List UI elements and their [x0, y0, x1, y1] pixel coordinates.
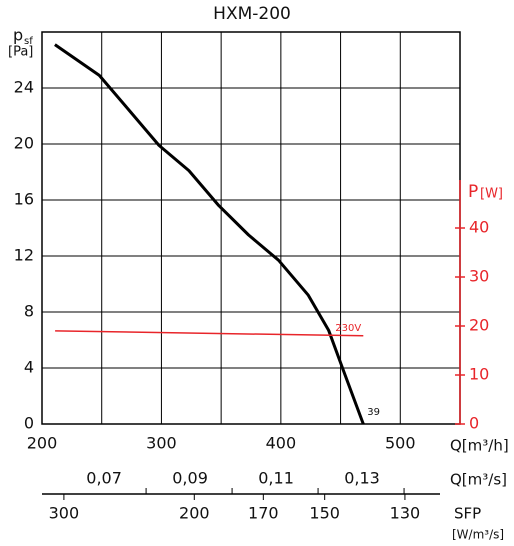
sfp-tick-label: 150	[309, 504, 340, 523]
q2-tick-label: 0,09	[172, 469, 208, 488]
sfp-tick-label: 300	[49, 504, 80, 523]
x-tick-label: 400	[266, 434, 297, 453]
y-tick-label: 16	[14, 190, 34, 209]
y2-tick-label: 30	[469, 267, 489, 286]
sfp-tick-label: 130	[390, 504, 421, 523]
series-line	[54, 43, 365, 425]
y-tick-label: 24	[14, 78, 34, 97]
series-label: 230V	[335, 323, 361, 334]
q2-tick-label: 0,07	[86, 469, 122, 488]
sfp-tick-label: 200	[179, 504, 210, 523]
y2-tick-label: 40	[469, 218, 489, 237]
series-line	[55, 330, 364, 337]
sfp-unit: [W/m³/s]	[452, 528, 504, 542]
y2-unit: [W]	[480, 187, 503, 202]
y-tick-label: 20	[14, 134, 34, 153]
q2-tick-label: 0,11	[258, 469, 294, 488]
series-label: 39	[367, 407, 380, 418]
x-label: Q[m³/h]	[450, 437, 509, 455]
x-tick-label: 200	[27, 434, 58, 453]
x-tick-label: 500	[385, 434, 416, 453]
y2-tick-label: 10	[469, 365, 489, 384]
y-label-sub: sf	[24, 36, 33, 47]
y-unit: [Pa]	[8, 45, 33, 60]
plot-frame	[41, 31, 461, 425]
y-tick-label: 12	[14, 246, 34, 265]
y-tick-label: 0	[24, 414, 34, 433]
y-tick-label: 4	[24, 358, 34, 377]
q2-tick-label: 0,13	[344, 469, 380, 488]
x-tick-label: 300	[146, 434, 177, 453]
y-label: p	[13, 26, 23, 45]
chart-title: HXM-200	[213, 4, 291, 24]
sfp-tick-label: 170	[248, 504, 279, 523]
y2-label: P	[468, 182, 478, 202]
q2-label: Q[m³/s]	[450, 471, 507, 489]
y-tick-label: 8	[24, 302, 34, 321]
y2-tick-label: 20	[469, 316, 489, 335]
y2-tick-label: 0	[469, 414, 479, 433]
sfp-label: SFP	[454, 505, 481, 523]
